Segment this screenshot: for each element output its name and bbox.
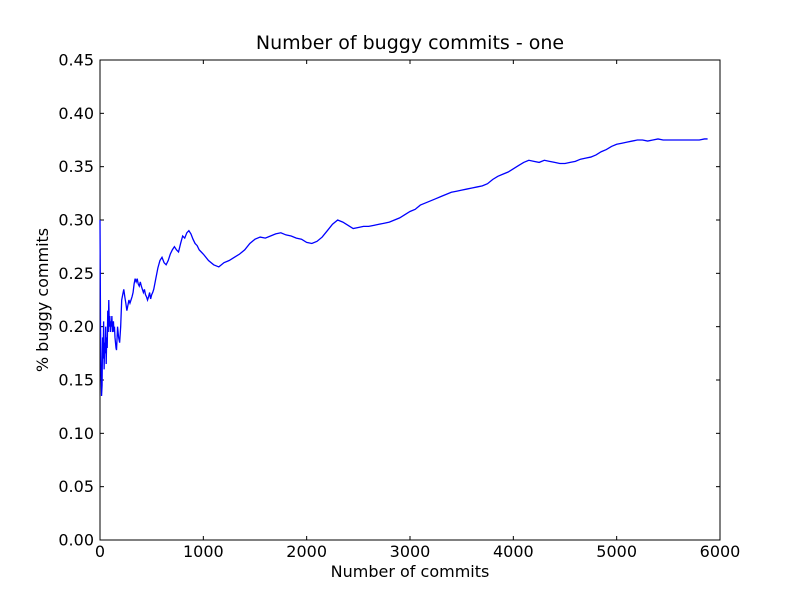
y-tick-label: 0.15 xyxy=(58,371,94,390)
y-tick-label: 0.10 xyxy=(58,424,94,443)
series-line xyxy=(99,138,708,397)
x-tick-label: 6000 xyxy=(700,542,741,561)
chart-title: Number of buggy commits - one xyxy=(256,32,564,54)
y-tick-label: 0.20 xyxy=(58,317,94,336)
y-tick-label: 0.40 xyxy=(58,104,94,123)
y-tick-label: 0.30 xyxy=(58,211,94,230)
y-tick-label: 0.00 xyxy=(58,531,94,550)
x-tick-label: 4000 xyxy=(493,542,534,561)
x-tick-label: 2000 xyxy=(286,542,327,561)
plot-area-frame xyxy=(99,59,721,541)
x-tick-label: 1000 xyxy=(183,542,224,561)
y-tick-label: 0.45 xyxy=(58,51,94,70)
x-axis: 0 1000 2000 3000 4000 5000 6000 xyxy=(95,60,740,561)
x-axis-label: Number of commits xyxy=(331,562,490,581)
y-axis: 0.00 0.05 0.10 0.15 0.20 0.25 0.30 0.35 0.40 0.45 xyxy=(58,51,720,550)
y-tick-label: 0.05 xyxy=(58,477,94,496)
x-tick-label: 3000 xyxy=(390,542,431,561)
x-tick-label: 5000 xyxy=(596,542,637,561)
y-axis-label: % buggy commits xyxy=(33,228,52,372)
y-tick-label: 0.25 xyxy=(58,264,94,283)
x-tick-label: 0 xyxy=(95,542,105,561)
y-tick-label: 0.35 xyxy=(58,157,94,176)
